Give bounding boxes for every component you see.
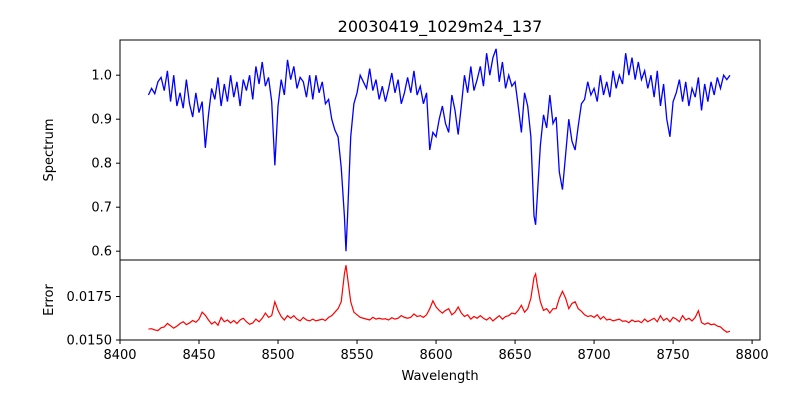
error-y-ticks: 0.0150 0.0175 <box>67 290 120 349</box>
spectrum-y-tick-label: 0.8 <box>91 157 112 172</box>
chart-title: 20030419_1029m24_137 <box>338 17 543 37</box>
x-axis-ticks: 8400 8450 8500 8550 8600 8650 8700 8750 8800 <box>103 340 769 363</box>
spectrum-y-tick-label: 0.7 <box>91 201 112 216</box>
x-tick-label: 8550 <box>340 348 373 363</box>
spectrum-y-tick-label: 1.0 <box>91 69 112 84</box>
error-axes-frame <box>119 259 761 341</box>
x-tick-label: 8750 <box>657 348 690 363</box>
spectrum-y-ticks: 0.6 0.7 0.8 0.9 1.0 <box>91 69 120 260</box>
spectrum-y-axis-label: Spectrum <box>42 119 57 182</box>
error-panel: 0.0150 0.0175 Error <box>42 259 761 349</box>
error-y-tick-label: 0.0175 <box>67 290 113 305</box>
spectrum-axes-frame <box>119 39 761 261</box>
x-tick-label: 8800 <box>736 348 769 363</box>
spectrum-series-line <box>147 48 731 252</box>
error-y-tick-label: 0.0150 <box>67 334 113 349</box>
error-series-line <box>148 265 731 333</box>
x-tick-label: 8450 <box>182 348 215 363</box>
x-tick-label: 8650 <box>499 348 532 363</box>
x-tick-label: 8500 <box>261 348 294 363</box>
spectrum-y-tick-label: 0.9 <box>91 113 112 128</box>
error-y-axis-label: Error <box>42 284 57 316</box>
x-axis-label: Wavelength <box>401 369 478 384</box>
spectrum-y-tick-label: 0.6 <box>91 245 112 260</box>
x-tick-label: 8700 <box>578 348 611 363</box>
spectrum-panel: 0.6 0.7 0.8 0.9 1.0 Spectrum <box>42 39 761 261</box>
x-tick-label: 8400 <box>103 348 136 363</box>
x-tick-label: 8600 <box>420 348 453 363</box>
